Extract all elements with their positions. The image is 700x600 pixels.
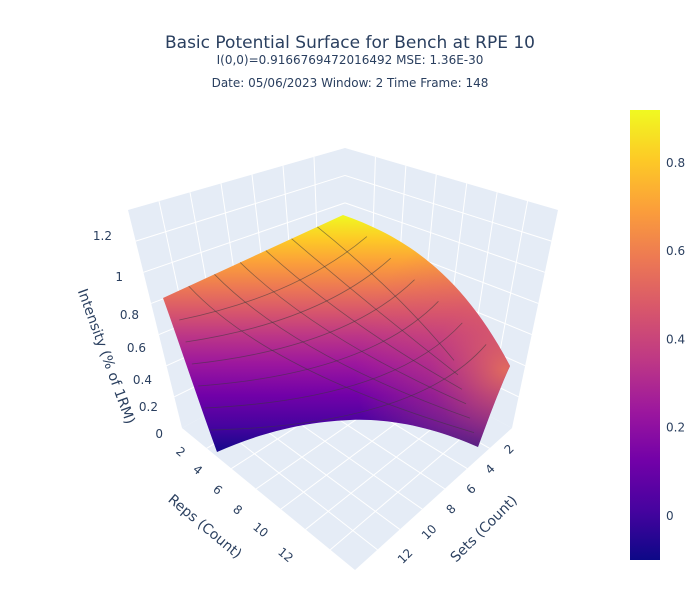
colorbar-tick-label: 0.2 xyxy=(666,421,685,435)
surface-reps-line xyxy=(265,250,463,390)
reps-tick-label: 6 xyxy=(210,482,225,498)
reps-tick-label: 12 xyxy=(275,545,296,566)
reps-axis-label: Reps (Count) xyxy=(165,492,245,563)
reps-tick-label: 8 xyxy=(230,502,245,518)
z-tick-label: 0.8 xyxy=(120,308,139,322)
sets-tick-label: 4 xyxy=(483,462,498,477)
reps-tick-label: 10 xyxy=(250,520,271,541)
sets-tick-label: 6 xyxy=(464,482,479,497)
surface-sets-line xyxy=(185,257,391,343)
colorbar-tick-label: 0.8 xyxy=(666,156,685,170)
colorbar-tick-label: 0 xyxy=(666,509,674,523)
reps-tick-label: 2 xyxy=(173,444,188,460)
reps-tick-label: 4 xyxy=(190,462,205,478)
sets-tick-label: 12 xyxy=(395,546,416,567)
surface-sets-line xyxy=(210,344,487,431)
surface-reps-line xyxy=(239,262,467,405)
sets-axis-label: Sets (Count) xyxy=(448,493,521,566)
left-wall-hgrid xyxy=(143,202,346,273)
z-tick-label: 1 xyxy=(115,270,123,284)
chart-subtitle-mse: I(0,0)=0.9166769472016492 MSE: 1.36E-30 xyxy=(216,53,484,67)
colorbar-ticks: 0 0.2 0.4 0.6 0.8 xyxy=(666,156,685,523)
surface-sets-line xyxy=(198,301,439,387)
chart-subtitle-date: Date: 05/06/2023 Window: 2 Time Frame: 1… xyxy=(211,76,489,90)
surface-reps-line xyxy=(188,285,475,433)
z-tick-label: 0.4 xyxy=(133,373,152,387)
surface-reps-line xyxy=(214,274,471,419)
z-tick-label: 0.2 xyxy=(139,400,158,414)
sets-tick-label: 10 xyxy=(419,522,440,543)
surface-sets-line xyxy=(179,236,368,321)
surface-sets-line xyxy=(204,322,463,409)
left-wall-hgrid xyxy=(135,174,346,242)
z-tick-label: 1.2 xyxy=(93,229,112,243)
z-tick-label: 0 xyxy=(155,427,163,441)
colorbar-tick-label: 0.6 xyxy=(666,244,685,258)
surface-reps-line xyxy=(317,226,455,361)
colorbar-gradient xyxy=(630,110,660,560)
colorbar-tick-label: 0.4 xyxy=(666,332,685,346)
surface-sets-line xyxy=(191,279,415,365)
z-tick-label: 0.6 xyxy=(127,341,146,355)
right-wall-hgrid xyxy=(344,202,546,273)
colorbar[interactable]: 0 0.2 0.4 0.6 0.8 xyxy=(630,110,685,560)
sets-tick-label: 2 xyxy=(502,442,517,457)
sets-tick-label: 8 xyxy=(444,502,459,517)
surface-plot[interactable] xyxy=(163,215,510,452)
chart-title: Basic Potential Surface for Bench at RPE… xyxy=(165,33,535,53)
right-wall-hgrid xyxy=(344,174,552,242)
surface-shading xyxy=(163,215,510,452)
surface-reps-line xyxy=(291,238,459,376)
